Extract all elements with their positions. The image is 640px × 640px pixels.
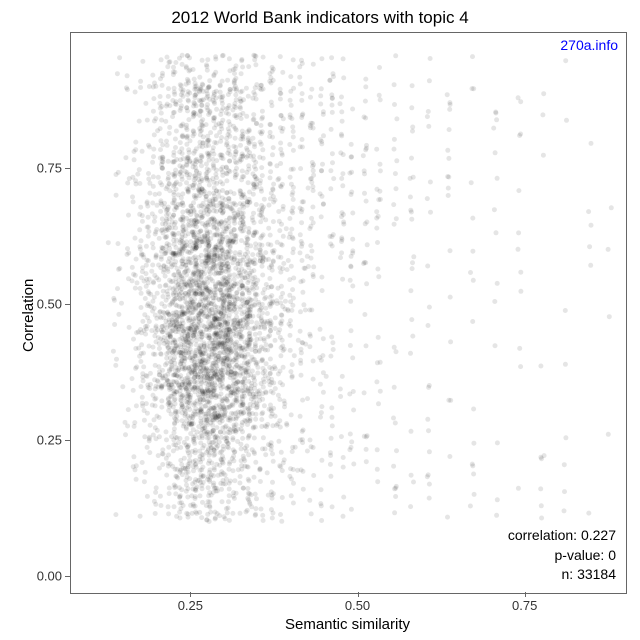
stat-n: n: 33184 xyxy=(508,565,616,585)
stat-correlation: correlation: 0.227 xyxy=(508,526,616,546)
y-tick-label: 0.75 xyxy=(12,160,62,175)
scatter-points xyxy=(71,33,626,593)
x-tick-mark xyxy=(525,592,526,597)
plot-area: 270a.info correlation: 0.227 p-value: 0 … xyxy=(70,32,627,594)
x-tick-label: 0.25 xyxy=(165,598,215,613)
y-tick-mark xyxy=(65,440,70,441)
y-axis-label: Correlation xyxy=(20,279,37,352)
chart-title: 2012 World Bank indicators with topic 4 xyxy=(0,8,640,28)
y-tick-mark xyxy=(65,168,70,169)
x-tick-mark xyxy=(190,592,191,597)
x-tick-mark xyxy=(358,592,359,597)
stat-pvalue: p-value: 0 xyxy=(508,546,616,566)
y-tick-label: 0.25 xyxy=(12,432,62,447)
chart-container: 2012 World Bank indicators with topic 4 … xyxy=(0,0,640,640)
stats-box: correlation: 0.227 p-value: 0 n: 33184 xyxy=(508,526,616,585)
x-tick-label: 0.50 xyxy=(333,598,383,613)
x-tick-label: 0.75 xyxy=(500,598,550,613)
y-tick-mark xyxy=(65,576,70,577)
y-tick-label: 0.50 xyxy=(12,296,62,311)
y-tick-label: 0.00 xyxy=(12,568,62,583)
source-link[interactable]: 270a.info xyxy=(560,37,618,53)
y-tick-mark xyxy=(65,304,70,305)
x-axis-label: Semantic similarity xyxy=(70,616,625,633)
